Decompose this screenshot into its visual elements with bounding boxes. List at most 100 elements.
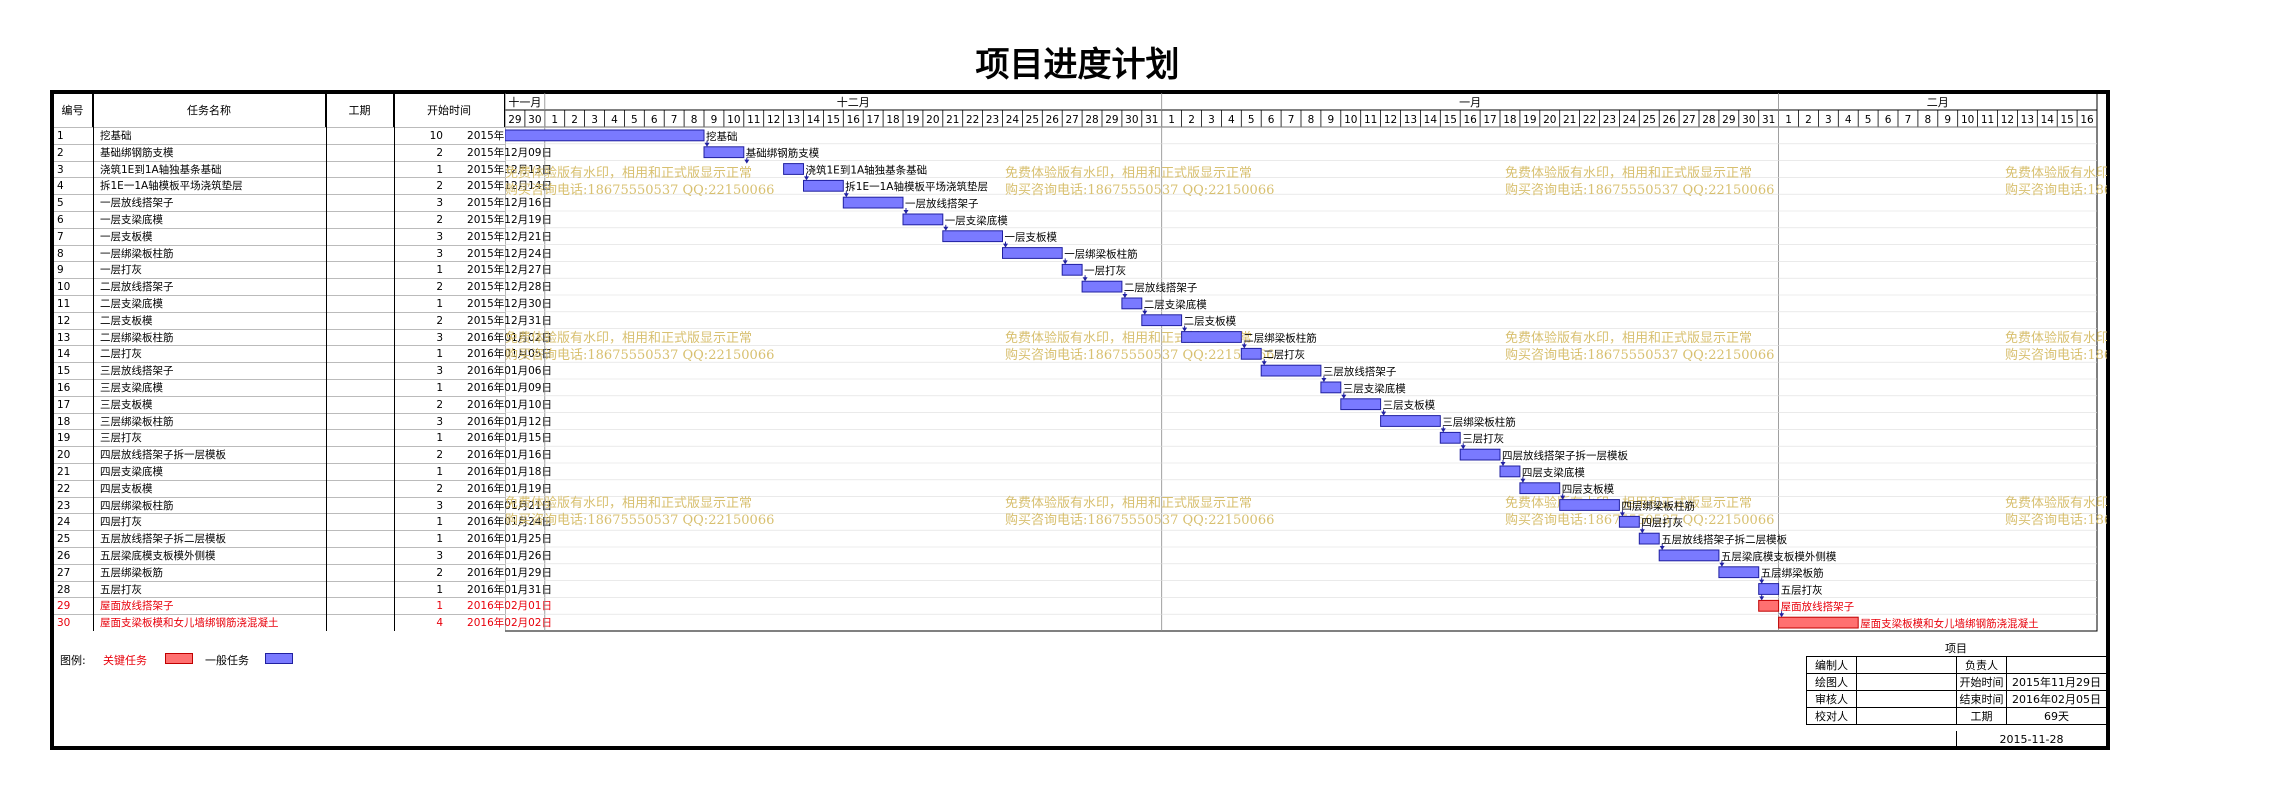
day-label: 25	[1026, 114, 1039, 126]
task-name: 二层支板模	[100, 314, 153, 327]
table-row: 26 五层梁底模支板模外侧模 3 2016年01月26日	[53, 547, 552, 564]
info-date: 2015-11-28	[1956, 731, 2106, 748]
month-label: 十二月	[837, 95, 870, 109]
task-bar-label: 五层放线搭架子拆二层模板	[1661, 533, 1787, 546]
day-label: 19	[1523, 114, 1536, 126]
dependency-arrowhead	[704, 142, 710, 147]
task-duration: 1	[436, 348, 443, 361]
task-name: 四层支梁底模	[100, 466, 163, 478]
task-id: 23	[57, 499, 71, 512]
task-start: 2015年12月27日	[467, 264, 552, 277]
day-label: 5	[1865, 114, 1872, 126]
task-start: 2016年01月31日	[467, 583, 552, 596]
task-start: 2015年12月19日	[467, 214, 552, 226]
dependency-arrowhead	[1082, 277, 1088, 282]
task-bar	[1081, 280, 1123, 293]
task-bar	[1459, 448, 1501, 461]
task-bar	[1718, 566, 1760, 579]
task-name: 三层支梁底模	[100, 382, 163, 394]
info-label: 绘图人	[1806, 674, 1856, 691]
task-id: 22	[57, 482, 71, 495]
dependency-arrowhead	[1182, 327, 1188, 332]
task-name: 五层放线搭架子拆二层模板	[100, 533, 226, 546]
task-bar-label: 一层打灰	[1084, 264, 1126, 277]
watermark-text: 购买咨询电话:18675550537 QQ:22150066	[1505, 347, 1774, 363]
task-name: 一层支梁底模	[100, 214, 163, 226]
task-duration: 2	[436, 314, 443, 327]
task-name: 三层打灰	[100, 432, 142, 445]
task-bar	[1439, 431, 1461, 444]
task-duration: 2	[436, 146, 443, 159]
task-bar-label: 四层支板模	[1562, 483, 1615, 496]
table-row: 27 五层绑梁板筋 2 2016年01月29日	[53, 563, 552, 581]
info-label: 校对人	[1806, 708, 1856, 725]
task-start: 2016年01月24日	[467, 516, 552, 529]
task-bar	[1758, 599, 1780, 612]
task-bar-label: 五层梁底模支板模外侧模	[1721, 550, 1837, 563]
day-label: 1	[551, 114, 558, 126]
day-label: 16	[1463, 114, 1477, 126]
dependency-arrowhead	[1341, 394, 1347, 399]
task-bar	[942, 230, 1003, 243]
task-duration: 3	[436, 365, 443, 378]
table-row: 19 三层打灰 1 2016年01月15日	[53, 429, 552, 446]
header-name: 任务名称	[93, 93, 326, 127]
legend-critical-swatch	[165, 653, 193, 664]
watermark-text: 购买咨询电话:18675550537 QQ:22150066	[2005, 347, 2107, 363]
task-bar	[1778, 616, 1859, 629]
dependency-arrowhead	[903, 210, 909, 214]
table-row: 4 拆1E一1A轴模板平场浇筑垫层 2 2015年12月14日	[53, 177, 552, 194]
day-label: 1	[1785, 114, 1792, 126]
task-bar-label: 基础绑钢筋支模	[746, 147, 820, 160]
watermark-text: 购买咨询电话:18675550537 QQ:22150066	[2005, 512, 2107, 528]
task-name: 一层绑梁板柱筋	[100, 247, 174, 260]
watermark-text: 购买咨询电话:18675550537 QQ:22150066	[1505, 182, 1774, 198]
task-duration: 4	[436, 617, 443, 630]
table-row: 2 基础绑钢筋支模 2 2015年12月09日	[53, 143, 552, 161]
task-name: 基础绑钢筋支模	[100, 146, 174, 159]
task-start: 2016年01月12日	[467, 415, 552, 428]
day-label: 9	[1944, 114, 1951, 126]
info-label: 开始时间	[1956, 674, 2006, 691]
task-bar-label: 二层绑梁板柱筋	[1243, 331, 1317, 344]
day-label: 24	[1623, 114, 1637, 126]
day-label: 8	[1308, 114, 1315, 126]
task-start: 2015年12月28日	[467, 281, 552, 294]
task-duration: 1	[436, 432, 443, 445]
dependency-arrowhead	[1759, 596, 1765, 601]
day-label: 9	[1328, 114, 1335, 126]
task-bar-label: 四层支梁底模	[1522, 466, 1585, 479]
day-label: 8	[691, 114, 698, 126]
day-label: 13	[787, 114, 800, 126]
table-row: 3 浇筑1E到1A轴独基条基础 1 2015年12月13日	[53, 160, 552, 178]
day-label: 6	[651, 114, 658, 126]
table-row: 1挖基础102015年11月29日	[53, 127, 552, 144]
day-label: 14	[807, 114, 821, 126]
info-label: 负责人	[1956, 657, 2006, 674]
task-name: 一层支板模	[100, 230, 153, 243]
task-id: 17	[57, 398, 71, 411]
info-label: 审核人	[1806, 691, 1856, 708]
task-bar-label: 三层打灰	[1462, 432, 1504, 445]
task-id: 26	[57, 550, 71, 562]
table-row: 15 三层放线搭架子 3 2016年01月06日	[53, 362, 552, 379]
task-id: 29	[57, 600, 71, 613]
dependency-arrowhead	[1520, 478, 1526, 483]
task-name: 二层支梁底模	[100, 298, 163, 310]
table-row: 8 一层绑梁板柱筋 3 2015年12月24日	[53, 244, 552, 262]
task-name: 五层梁底模支板模外侧模	[100, 550, 216, 562]
dependency-arrowhead	[1719, 562, 1725, 567]
day-label: 20	[1543, 114, 1556, 126]
task-name: 一层放线搭架子	[100, 197, 174, 210]
task-name: 三层放线搭架子	[100, 365, 174, 378]
day-label: 4	[1845, 114, 1852, 126]
table-row: 20 四层放线搭架子拆一层模板 2 2016年01月16日	[53, 446, 552, 463]
task-name: 二层绑梁板柱筋	[100, 331, 174, 344]
task-start: 2016年01月26日	[467, 550, 552, 562]
task-duration: 1	[436, 533, 443, 546]
task-bar	[803, 179, 844, 192]
day-label: 11	[1981, 114, 1994, 126]
task-name: 四层支板模	[100, 482, 153, 495]
watermark-text: 购买咨询电话:18675550537 QQ:22150066	[505, 347, 774, 363]
day-label: 5	[631, 114, 638, 126]
